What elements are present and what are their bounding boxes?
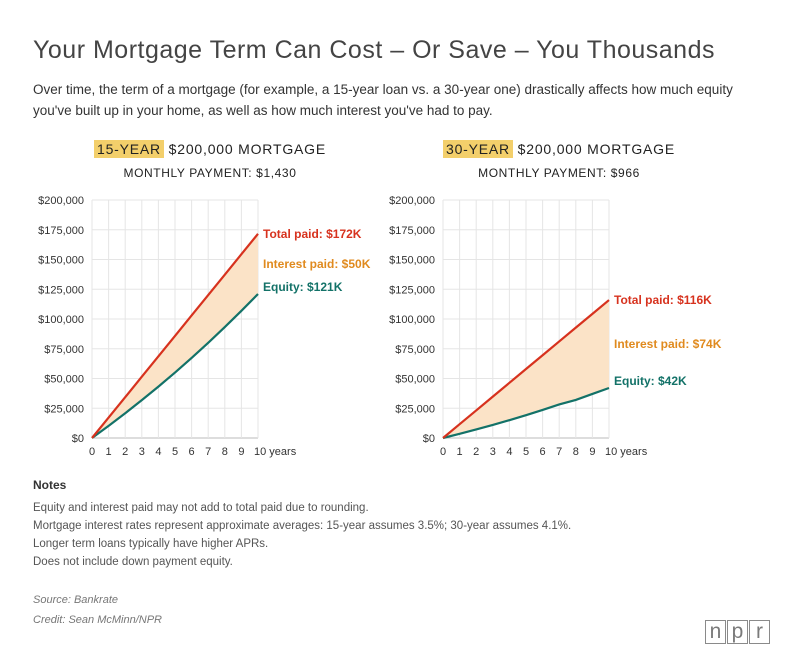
npr-logo-letter: n: [705, 620, 726, 644]
equity-line: [91, 293, 259, 439]
x-tick-label: 4: [506, 446, 512, 458]
note-item: Does not include down payment equity.: [33, 556, 233, 568]
total-paid-line: [91, 233, 259, 439]
x-tick-label: 6: [540, 446, 546, 458]
x-tick-label: 9: [589, 446, 595, 458]
x-tick-label: 6: [189, 446, 195, 458]
x-tick-label: 10 years: [254, 446, 297, 458]
y-tick-label: $125,000: [389, 284, 435, 296]
notes-heading: Notes: [33, 478, 67, 492]
note-item: Longer term loans typically have higher …: [33, 538, 269, 550]
x-tick-label: 3: [139, 446, 145, 458]
chart-2-heading: $200,000 MORTGAGE: [517, 141, 675, 157]
chart-2-subheading: MONTHLY PAYMENT: $966: [478, 166, 640, 180]
chart-1-term-tag: 15-YEAR: [94, 140, 164, 158]
x-tick-label: 7: [556, 446, 562, 458]
chart-2-term-tag: 30-YEAR: [443, 140, 513, 158]
x-tick-label: 2: [122, 446, 128, 458]
x-tick-label: 10 years: [605, 446, 648, 458]
equity-line: [442, 386, 610, 440]
source-text: Source: Bankrate: [33, 594, 118, 606]
y-tick-label: $25,000: [44, 403, 84, 415]
y-tick-label: $175,000: [389, 225, 435, 237]
y-tick-label: $0: [72, 433, 84, 445]
chart-1-header: 15-YEAR $200,000 MORTGAGE MONTHLY PAYMEN…: [60, 140, 360, 180]
x-tick-label: 1: [457, 446, 463, 458]
x-tick-label: 5: [523, 446, 529, 458]
chart-2-header: 30-YEAR $200,000 MORTGAGE MONTHLY PAYMEN…: [409, 140, 709, 180]
x-tick-label: 7: [205, 446, 211, 458]
equity-label: Equity: $121K: [263, 280, 343, 294]
total-paid-label: Total paid: $172K: [263, 227, 362, 241]
y-tick-label: $175,000: [38, 225, 84, 237]
total-paid-line: [442, 299, 610, 439]
page-title: Your Mortgage Term Can Cost – Or Save – …: [33, 36, 715, 64]
y-tick-label: $50,000: [44, 374, 84, 386]
credit-text: Credit: Sean McMinn/NPR: [33, 614, 162, 626]
x-tick-label: 3: [490, 446, 496, 458]
x-tick-label: 9: [238, 446, 244, 458]
y-tick-label: $25,000: [395, 403, 435, 415]
y-tick-label: $200,000: [389, 195, 435, 207]
y-tick-label: $150,000: [389, 255, 435, 267]
x-tick-label: 8: [222, 446, 228, 458]
chart-1-heading: $200,000 MORTGAGE: [168, 141, 326, 157]
equity-label: Equity: $42K: [614, 374, 687, 388]
x-tick-label: 8: [573, 446, 579, 458]
y-tick-label: $75,000: [395, 344, 435, 356]
note-item: Mortgage interest rates represent approx…: [33, 520, 572, 532]
npr-logo: n p r: [705, 620, 770, 644]
npr-logo-letter: r: [749, 620, 770, 644]
chart-2-heading-line: 30-YEAR $200,000 MORTGAGE: [409, 140, 709, 158]
x-tick-label: 0: [440, 446, 446, 458]
notes-list: Equity and interest paid may not add to …: [33, 499, 571, 571]
note-item: Equity and interest paid may not add to …: [33, 502, 369, 514]
y-tick-label: $150,000: [38, 255, 84, 267]
y-tick-label: $125,000: [38, 284, 84, 296]
chart-1-heading-line: 15-YEAR $200,000 MORTGAGE: [60, 140, 360, 158]
y-tick-label: $50,000: [395, 374, 435, 386]
x-tick-label: 4: [155, 446, 161, 458]
y-tick-label: $0: [423, 433, 435, 445]
x-tick-label: 2: [473, 446, 479, 458]
x-tick-label: 1: [106, 446, 112, 458]
x-tick-label: 5: [172, 446, 178, 458]
chart-1-subheading: MONTHLY PAYMENT: $1,430: [123, 166, 297, 180]
total-paid-label: Total paid: $116K: [614, 293, 712, 307]
y-tick-label: $75,000: [44, 344, 84, 356]
y-tick-label: $100,000: [389, 314, 435, 326]
interest-paid-label: Interest paid: $74K: [614, 337, 722, 351]
x-tick-label: 0: [89, 446, 95, 458]
npr-logo-letter: p: [727, 620, 748, 644]
interest-paid-label: Interest paid: $50K: [263, 257, 371, 271]
intro-text: Over time, the term of a mortgage (for e…: [33, 82, 733, 118]
y-tick-label: $100,000: [38, 314, 84, 326]
y-tick-label: $200,000: [38, 195, 84, 207]
